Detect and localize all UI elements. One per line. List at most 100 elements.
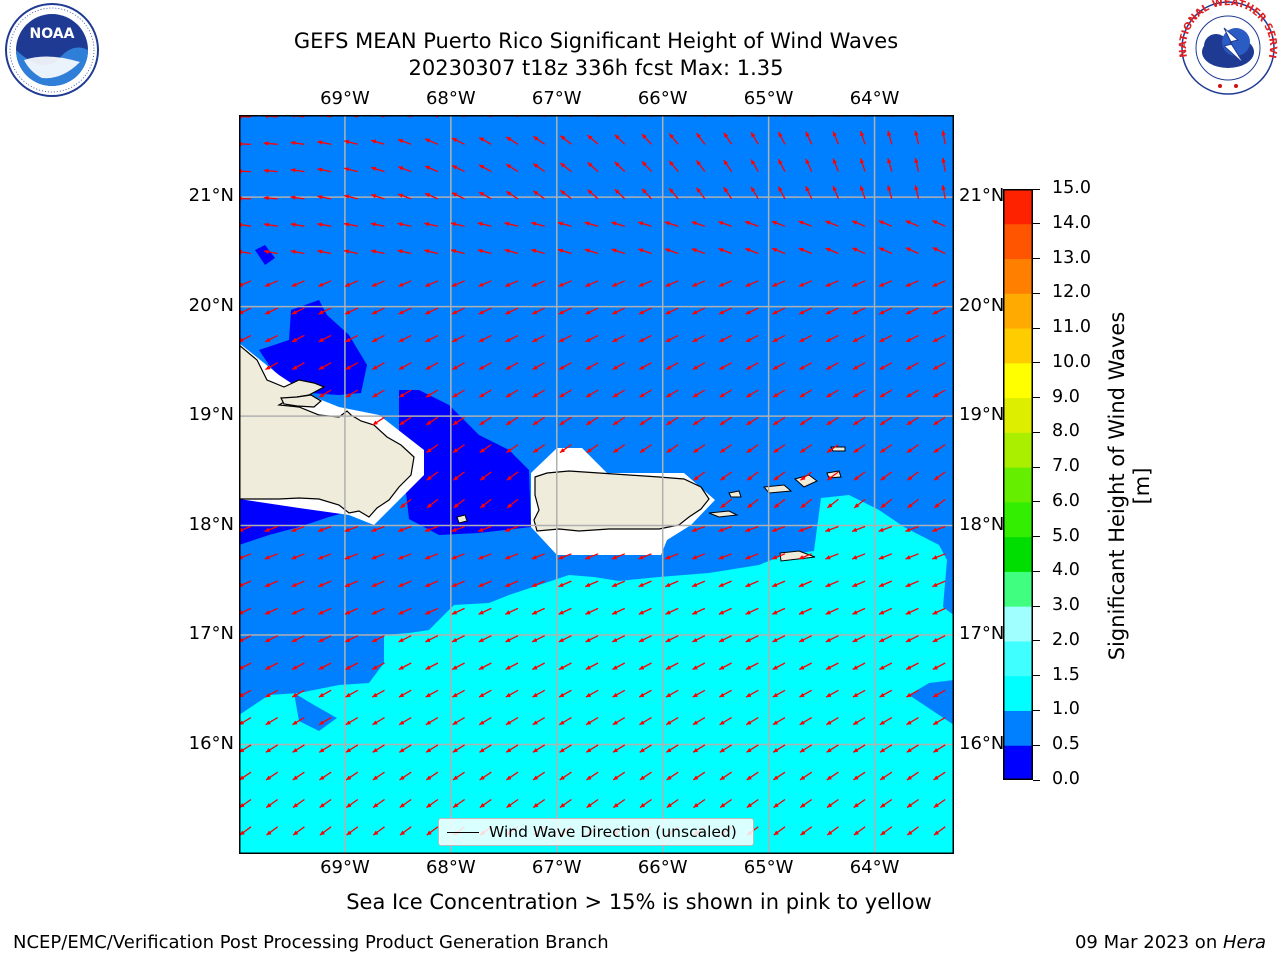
wind-wave-arrowhead (453, 503, 459, 508)
wind-wave-arrowhead (451, 555, 457, 560)
wind-wave-arrowhead (480, 503, 486, 508)
wind-wave-arrowhead (772, 665, 778, 670)
wind-wave-arrowhead (264, 282, 270, 287)
wind-wave-arrowhead (719, 337, 725, 342)
wind-wave-arrowhead (639, 665, 645, 670)
wind-wave-arrowhead (772, 582, 778, 587)
wind-wave-arrowhead (799, 393, 805, 398)
wind-wave-arrowhead (799, 310, 805, 315)
wind-wave-arrowhead (665, 693, 671, 698)
wind-wave-arrowhead (399, 420, 405, 425)
wind-wave-arrowhead (585, 555, 591, 560)
wind-wave-arrowhead (851, 527, 857, 532)
wind-wave-arrowhead (560, 135, 566, 141)
wind-wave-arrowhead (799, 420, 805, 425)
wind-wave-arrowhead (479, 720, 485, 725)
wind-wave-arrowhead (778, 131, 783, 137)
wind-wave-arrowhead (934, 503, 940, 508)
wind-wave-arrowhead (292, 693, 298, 698)
wind-wave-arrowhead (425, 165, 431, 170)
colorbar-tick-label: 14.0 (1052, 212, 1091, 233)
wind-wave-arrowhead (345, 748, 351, 753)
lat-label-left: 18°N (188, 513, 234, 535)
wind-wave-arrowhead (345, 393, 351, 398)
colorbar-tick-label: 4.0 (1052, 560, 1080, 581)
colorbar-tick-label: 10.0 (1052, 351, 1091, 372)
wind-wave-arrowhead (504, 555, 510, 560)
wind-wave-arrowhead (479, 775, 485, 780)
wind-wave-arrowhead (612, 310, 618, 315)
wind-wave-arrowhead (691, 221, 697, 226)
wind-wave-arrowhead (585, 337, 591, 342)
wind-wave-arrowhead (773, 748, 779, 753)
wind-wave-arrowhead (317, 222, 323, 227)
wind-wave-arrowhead (798, 247, 804, 252)
wind-wave-arrowhead (665, 582, 671, 587)
wind-wave-arrowhead (664, 221, 670, 226)
wind-wave-arrowhead (531, 248, 537, 253)
wind-wave-arrowhead (932, 637, 938, 642)
svg-text:NOAA: NOAA (30, 26, 75, 42)
wind-wave-arrowhead (933, 830, 939, 836)
wind-wave-arrowhead (344, 282, 350, 287)
wind-wave-arrowhead (853, 830, 859, 836)
wind-wave-arrowhead (319, 775, 325, 780)
wind-wave-arrowhead (719, 637, 725, 642)
wind-wave-arrowhead (669, 133, 674, 139)
wind-wave-arrowhead (265, 310, 271, 315)
colorbar-tick-label: 13.0 (1052, 247, 1091, 268)
noaa-logo: NOAA (2, 2, 102, 102)
wind-wave-arrowhead (879, 665, 885, 670)
ocean-field-medium-patch (294, 693, 337, 731)
colorbar (1003, 189, 1033, 780)
wind-wave-arrowhead (718, 282, 724, 287)
wind-wave-arrowhead (745, 527, 751, 532)
wind-wave-arrowhead (398, 166, 404, 171)
wind-wave-arrowhead (452, 720, 458, 725)
wind-wave-arrowhead (825, 582, 831, 587)
lon-label-top: 67°W (531, 88, 582, 109)
colorbar-tick-mark (1033, 779, 1040, 781)
wind-wave-arrowhead (798, 582, 804, 587)
wind-wave-arrowhead (400, 503, 406, 508)
wind-wave-arrowhead (719, 693, 725, 698)
wind-wave-arrowhead (291, 610, 297, 615)
wind-wave-arrowhead (425, 393, 431, 398)
wind-wave-arrowhead (933, 803, 939, 808)
wind-wave-arrowhead (638, 310, 644, 315)
wind-wave-arrowhead (825, 610, 831, 615)
wind-wave-arrowhead (559, 393, 565, 398)
wind-wave-arrowhead (559, 365, 565, 370)
wind-wave-arrowhead (691, 527, 697, 532)
wind-wave-arrowhead (372, 420, 378, 425)
wind-wave-arrowhead (425, 337, 431, 342)
wind-wave-arrowhead (532, 693, 538, 698)
wind-wave-arrowhead (319, 748, 325, 753)
wind-wave-arrowhead (693, 803, 699, 808)
lat-label-right: 19°N (959, 404, 1005, 426)
wind-wave-arrowhead (266, 830, 272, 836)
colorbar-segment (1003, 675, 1033, 711)
wind-wave-arrowhead (614, 134, 620, 140)
colorbar-tick-mark (1033, 431, 1040, 433)
wind-wave-arrowhead (318, 555, 324, 560)
wind-wave-arrowhead (773, 775, 779, 780)
wind-wave-arrowhead (532, 637, 538, 642)
wind-wave-arrowhead (345, 310, 351, 315)
wind-wave-arrowhead (720, 803, 726, 808)
wind-wave-arrowhead (532, 720, 538, 725)
wind-wave-arrowhead (914, 157, 919, 163)
wind-wave-arrowhead (371, 194, 377, 199)
wind-wave-arrowhead (611, 248, 617, 253)
lat-label-left: 17°N (188, 623, 234, 645)
footer-machine: Hera (1222, 932, 1266, 953)
wind-wave-arrowhead (318, 282, 324, 287)
wind-wave-arrowhead (798, 527, 804, 532)
wind-wave-arrowhead (264, 610, 270, 615)
wind-wave-arrowhead (879, 610, 885, 615)
wind-wave-arrowhead (852, 365, 858, 370)
wind-wave-arrowhead (345, 337, 351, 342)
footer-left: NCEP/EMC/Verification Post Processing Pr… (13, 932, 609, 953)
wind-wave-arrowhead (853, 775, 859, 780)
wind-wave-arrowhead (639, 420, 645, 425)
